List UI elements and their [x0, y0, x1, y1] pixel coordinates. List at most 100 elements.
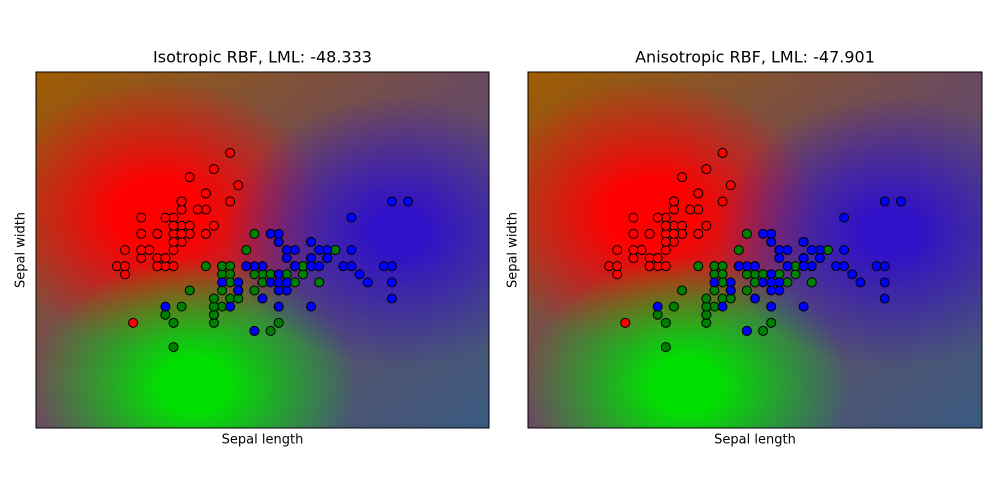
point: [136, 228, 147, 239]
point: [208, 293, 219, 304]
point: [879, 196, 890, 207]
point: [839, 212, 850, 223]
point: [782, 261, 793, 272]
point: [265, 325, 276, 336]
point: [168, 220, 179, 231]
x-axis-label: Sepal length: [222, 433, 304, 448]
point: [644, 261, 655, 272]
point: [136, 245, 147, 255]
point: [168, 236, 179, 247]
point: [766, 301, 777, 312]
point: [289, 261, 300, 272]
point: [208, 220, 219, 231]
point: [758, 325, 769, 336]
point: [693, 188, 704, 199]
point: [717, 196, 728, 207]
point: [612, 261, 623, 272]
point: [346, 261, 357, 272]
point: [652, 301, 663, 312]
point: [725, 285, 736, 296]
point: [741, 228, 752, 239]
point: [677, 172, 688, 183]
point: [403, 196, 414, 207]
point: [644, 228, 655, 239]
point: [386, 261, 397, 272]
point: [660, 236, 671, 247]
point: [128, 317, 139, 328]
point: [677, 285, 688, 296]
point: [839, 245, 850, 255]
point: [814, 253, 825, 264]
point: [168, 342, 179, 353]
point: [233, 180, 244, 191]
point: [273, 301, 284, 312]
point: [701, 220, 712, 231]
point: [386, 277, 397, 288]
point: [652, 212, 663, 223]
point: [628, 212, 639, 223]
point: [241, 245, 252, 255]
point: [257, 293, 268, 304]
point: [346, 212, 357, 223]
point: [233, 285, 244, 296]
point: [306, 301, 317, 312]
point: [839, 261, 850, 272]
point: [774, 253, 785, 264]
point: [225, 301, 236, 312]
point: [652, 253, 663, 264]
point: [152, 261, 163, 272]
point: [184, 172, 195, 183]
point: [200, 188, 211, 199]
point: [798, 261, 809, 272]
point: [152, 228, 163, 239]
point: [200, 261, 211, 272]
point: [362, 277, 373, 288]
point: [741, 285, 752, 296]
point: [119, 261, 130, 272]
point: [314, 277, 325, 288]
point: [847, 269, 858, 280]
point: [225, 196, 236, 207]
point: [628, 228, 639, 239]
point: [733, 261, 744, 272]
point: [855, 277, 866, 288]
chart-title: Anisotropic RBF, LML: -47.901: [635, 48, 875, 67]
point: [160, 301, 171, 312]
point: [717, 301, 728, 312]
point: [660, 220, 671, 231]
point: [225, 147, 236, 158]
point: [184, 285, 195, 296]
point: [733, 245, 744, 255]
y-axis-label: Sepal width: [506, 212, 521, 288]
point: [709, 277, 720, 288]
x-axis-label: Sepal length: [714, 433, 796, 448]
point: [758, 228, 769, 239]
point: [322, 253, 333, 264]
point: [668, 228, 679, 239]
point: [701, 293, 712, 304]
point: [273, 317, 284, 328]
point: [685, 204, 696, 215]
point: [217, 277, 228, 288]
point: [314, 245, 325, 255]
point: [806, 245, 817, 255]
point: [354, 269, 365, 280]
point: [281, 253, 292, 264]
point: [249, 285, 260, 296]
point: [660, 261, 671, 272]
point: [273, 277, 284, 288]
background: [528, 72, 982, 428]
point: [168, 261, 179, 272]
point: [176, 228, 187, 239]
point: [879, 261, 890, 272]
point: [693, 228, 704, 239]
point: [386, 293, 397, 304]
point: [668, 301, 679, 312]
point: [346, 245, 357, 255]
point: [208, 164, 219, 175]
point: [119, 245, 130, 255]
point: [701, 164, 712, 175]
point: [241, 261, 252, 272]
point: [306, 236, 317, 247]
point: [176, 196, 187, 207]
